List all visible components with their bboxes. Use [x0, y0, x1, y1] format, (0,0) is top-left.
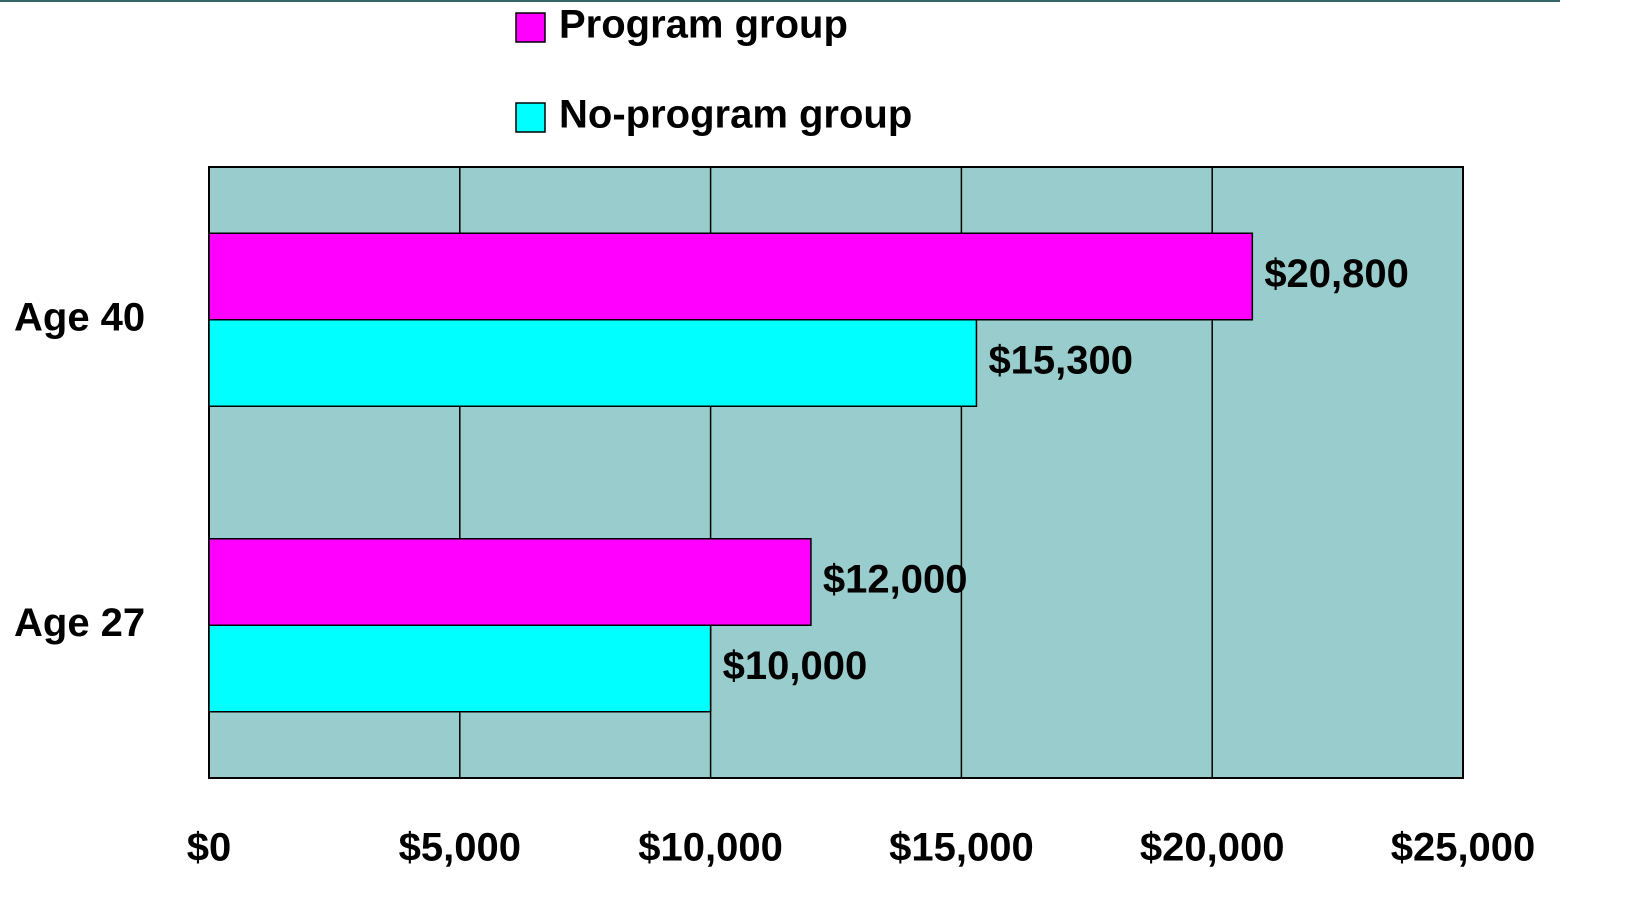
- x-tick-label: $15,000: [889, 826, 1034, 870]
- value-label: $20,800: [1264, 252, 1409, 296]
- x-tick-label: $0: [187, 826, 232, 870]
- y-tick-label: Age 40: [14, 295, 145, 339]
- legend-label: Program group: [559, 3, 848, 47]
- legend-label: No-program group: [559, 93, 912, 137]
- bar: [208, 319, 978, 407]
- value-label: $12,000: [823, 558, 968, 602]
- value-label: $15,300: [988, 339, 1133, 383]
- bar: [208, 624, 712, 713]
- value-label: $10,000: [723, 644, 868, 688]
- legend-swatch: [515, 12, 546, 43]
- legend-swatch: [515, 102, 546, 133]
- x-tick-label: $25,000: [1391, 826, 1536, 870]
- x-tick-label: $20,000: [1140, 826, 1285, 870]
- bar: [208, 538, 812, 626]
- bar: [208, 232, 1254, 321]
- x-tick-label: $5,000: [399, 826, 521, 870]
- plot-border: [208, 166, 1464, 779]
- x-tick-label: $10,000: [638, 826, 783, 870]
- y-tick-label: Age 27: [14, 601, 145, 645]
